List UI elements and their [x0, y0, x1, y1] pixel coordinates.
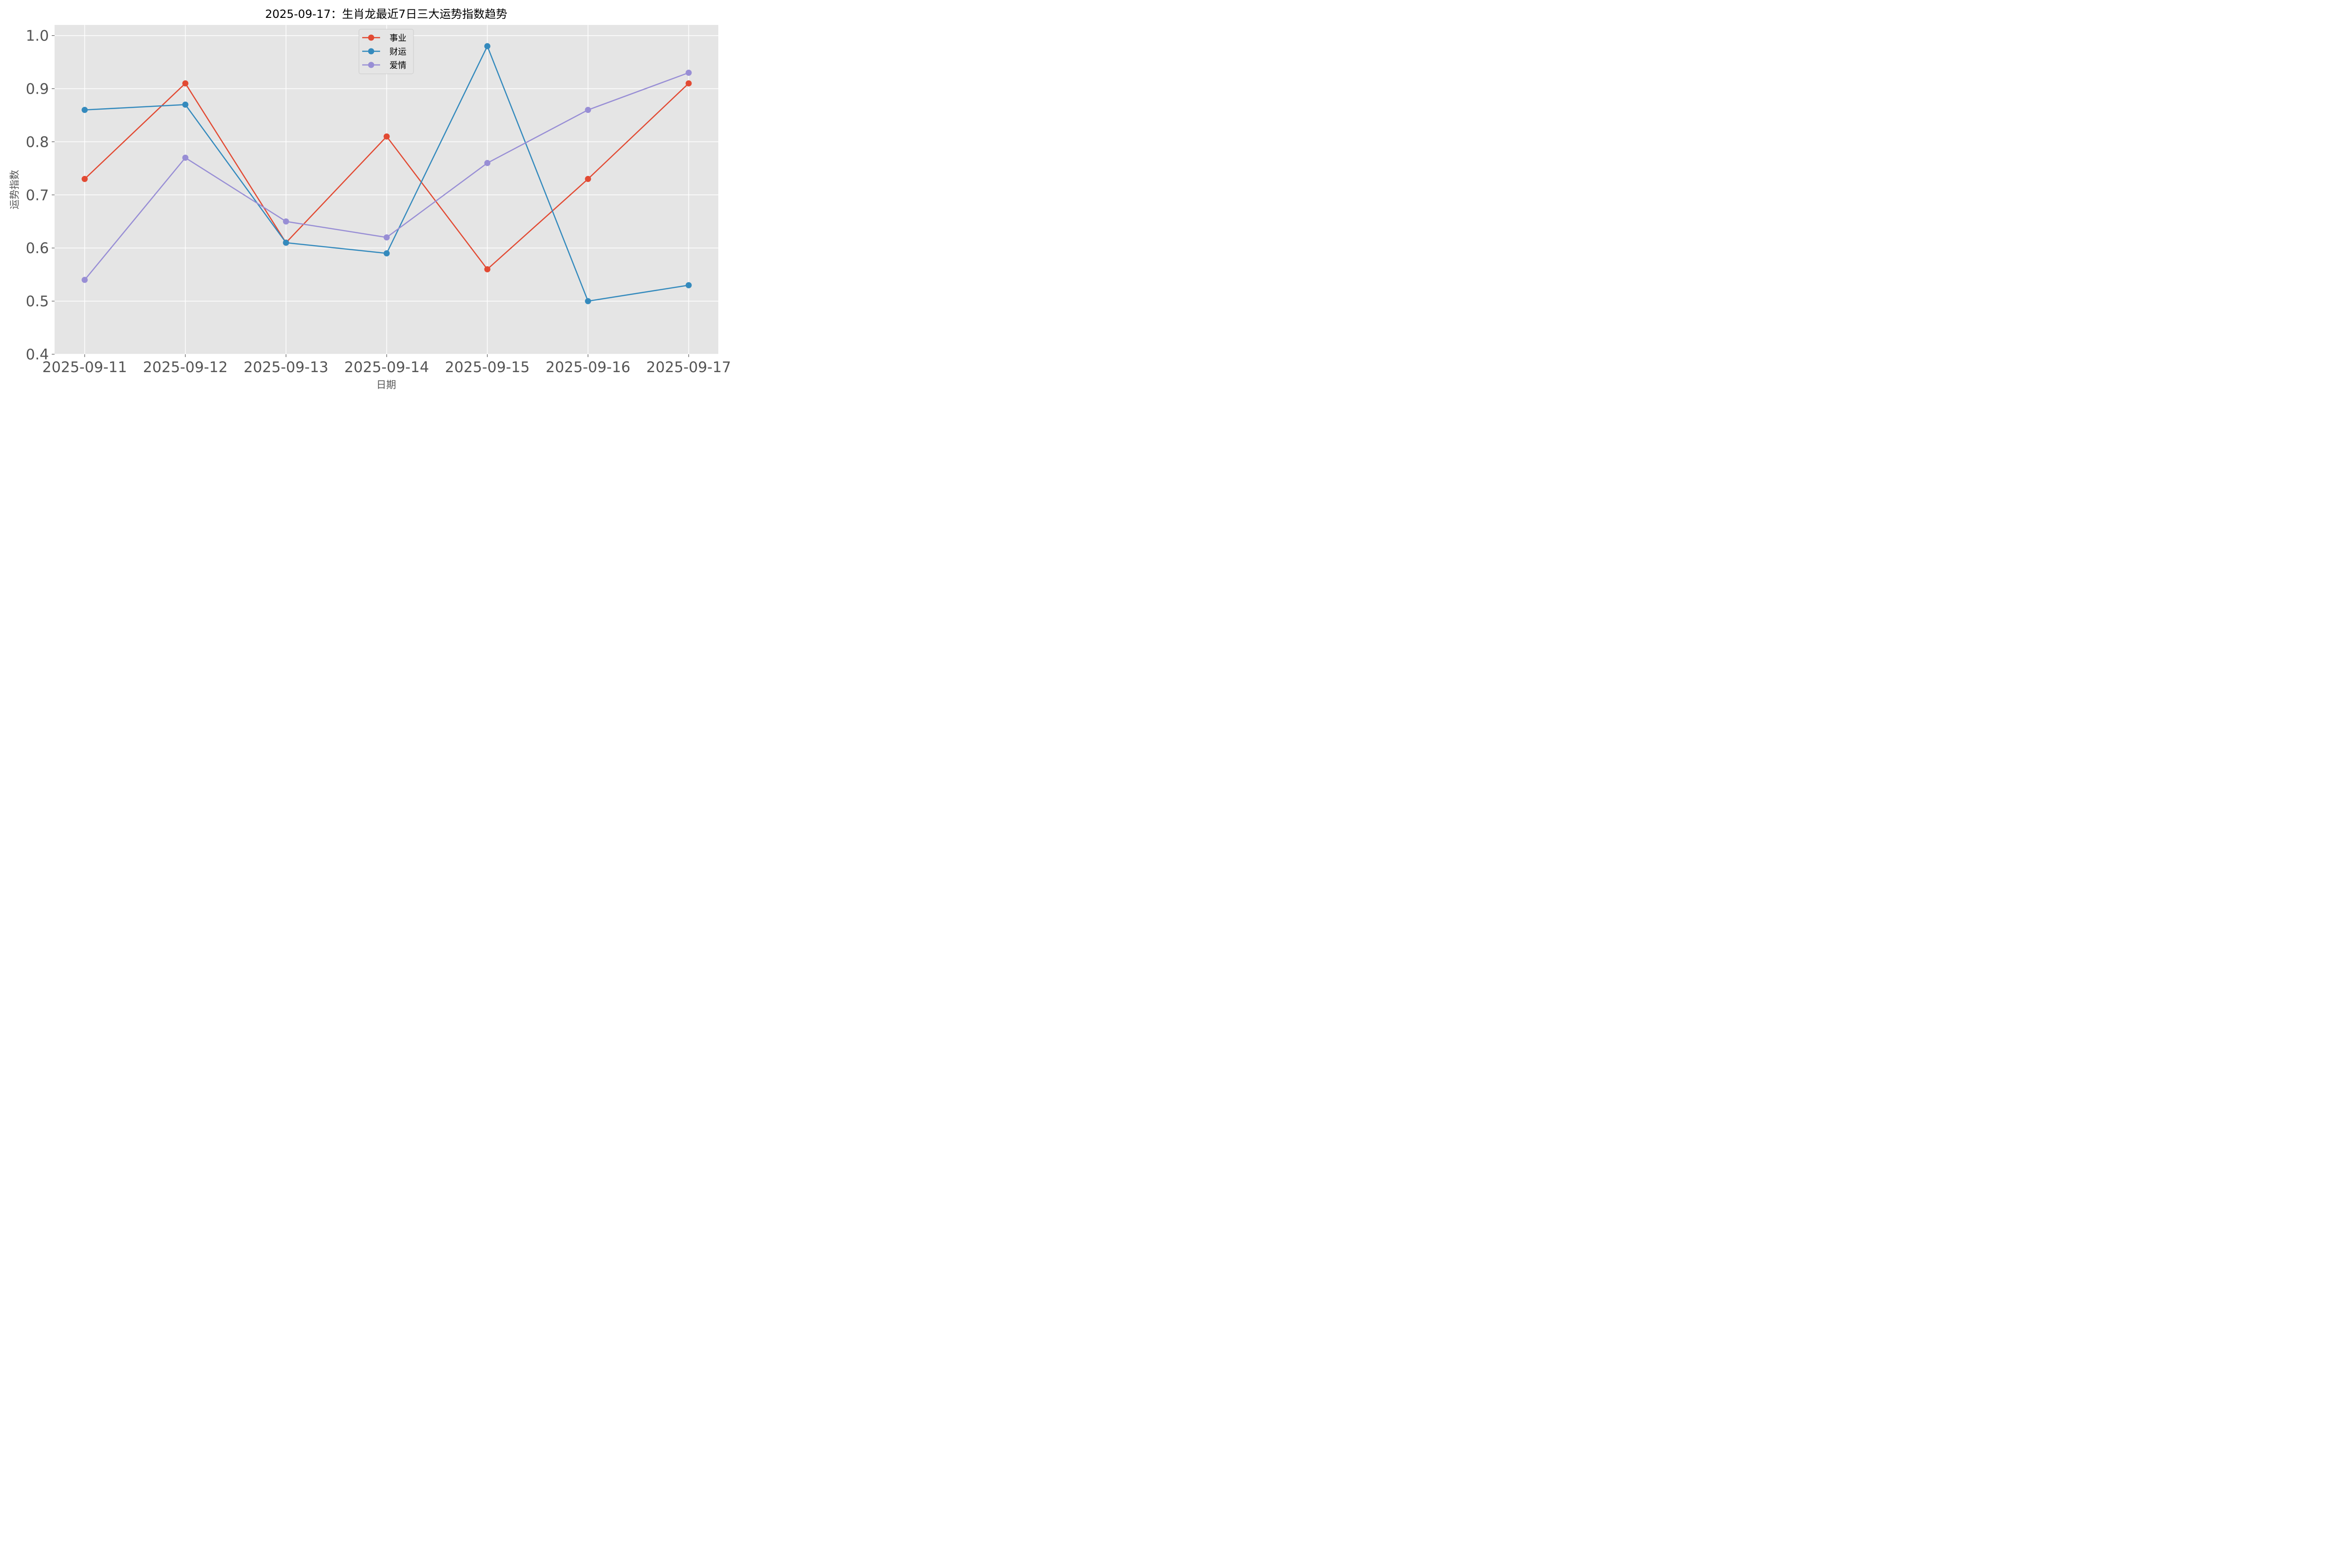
- x-tick-label: 2025-09-11: [42, 359, 127, 376]
- data-point: [685, 80, 692, 87]
- data-point: [81, 277, 88, 283]
- chart-canvas: 2025-09-11 2025-09-12 2025-09-13 2025-09-14…: [9, 8, 731, 390]
- data-point: [81, 175, 88, 182]
- data-point: [685, 282, 692, 288]
- legend-item-3: 爱情: [362, 61, 406, 71]
- y-tick-label: 0.7: [26, 187, 49, 204]
- data-point: [585, 298, 591, 304]
- legend-marker-2: [368, 48, 374, 55]
- series-2: [81, 43, 692, 304]
- data-point: [585, 175, 591, 182]
- x-tick-label: 2025-09-12: [143, 359, 228, 376]
- x-tick-label: 2025-09-13: [244, 359, 328, 376]
- legend-item-1: 事业: [362, 33, 406, 43]
- data-point: [283, 218, 289, 225]
- legend: 事业 财运 爱情: [358, 29, 414, 74]
- data-point: [484, 266, 491, 272]
- x-tick-label: 2025-09-16: [546, 359, 630, 376]
- chart-title: 2025-09-17：生肖龙最近7日三大运势指数趋势: [265, 8, 508, 21]
- x-tick-label: 2025-09-15: [445, 359, 530, 376]
- data-point: [383, 250, 390, 256]
- legend-label-2: 财运: [389, 47, 406, 57]
- x-axis-label: 日期: [376, 379, 396, 390]
- y-tick-label: 1.0: [26, 28, 49, 45]
- data-point: [81, 107, 88, 113]
- data-point: [484, 43, 491, 49]
- y-tick-label: 0.6: [26, 240, 49, 257]
- y-tick-label: 0.8: [26, 134, 49, 151]
- y-tick-label: 0.9: [26, 80, 49, 97]
- data-point: [182, 154, 189, 161]
- series-group: [81, 43, 692, 304]
- legend-marker-3: [368, 62, 374, 68]
- data-point: [484, 160, 491, 167]
- data-point: [383, 133, 390, 140]
- data-point: [182, 101, 189, 108]
- legend-label-1: 事业: [389, 33, 406, 43]
- legend-item-2: 财运: [362, 47, 406, 57]
- x-axis-ticks: 2025-09-11 2025-09-12 2025-09-13 2025-09-14…: [42, 354, 731, 376]
- data-point: [182, 80, 189, 87]
- data-point: [383, 234, 390, 241]
- x-tick-label: 2025-09-14: [344, 359, 429, 376]
- y-axis-ticks: 0.4 0.5 0.6 0.7 0.8 0.9 1.0: [26, 28, 55, 363]
- y-tick-label: 0.4: [26, 346, 49, 363]
- data-point: [685, 70, 692, 76]
- legend-label-3: 爱情: [389, 61, 406, 71]
- x-tick-label: 2025-09-17: [646, 359, 731, 376]
- data-point: [283, 239, 289, 246]
- legend-marker-1: [368, 34, 374, 41]
- y-tick-label: 0.5: [26, 293, 49, 310]
- y-axis-label: 运势指数: [9, 170, 20, 209]
- data-point: [585, 107, 591, 113]
- series-3: [81, 70, 692, 283]
